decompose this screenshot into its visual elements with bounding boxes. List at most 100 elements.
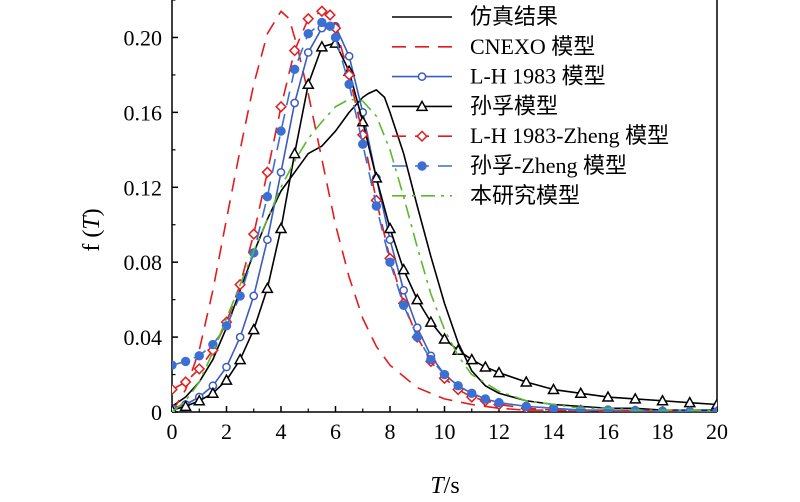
data-point [263,235,272,245]
data-point [194,351,204,361]
legend-label: 孙孚模型 [470,93,558,118]
legend-marker [416,130,428,143]
x-tick-label: 2 [221,419,232,444]
data-point [410,293,424,305]
data-point [303,48,313,57]
series-line [172,42,717,411]
series-3 [172,21,717,412]
x-tick-label: 16 [597,419,619,444]
series-line [172,89,717,411]
data-point [276,167,286,177]
data-point [453,381,463,391]
data-point [547,382,560,395]
x-tick-label: 4 [276,419,287,444]
y-tick-label: 0 [151,400,162,425]
series-line [172,10,717,412]
series-5 [172,5,717,412]
data-point [275,100,287,113]
data-point [628,392,642,404]
data-point [180,356,191,367]
data-point [193,363,206,375]
data-point [303,29,313,39]
data-point [222,362,231,372]
x-tick-label: 18 [652,419,674,444]
data-point [494,397,504,408]
data-point [603,405,613,412]
x-tick-label: 14 [543,419,565,444]
data-point [601,390,615,402]
series-4 [172,36,717,412]
data-point [290,98,299,108]
data-point [288,44,301,57]
data-point [172,360,177,370]
legend-marker [417,72,427,81]
data-point [233,353,247,365]
data-point [262,191,273,202]
data-point [397,263,410,275]
data-point [235,291,245,301]
x-tick-label: 10 [434,419,456,444]
data-point [317,17,327,28]
series-6 [172,17,717,412]
data-point [521,401,531,412]
data-point [467,388,477,398]
data-point [221,321,232,331]
x-tick-label: 0 [167,419,178,444]
data-point [289,64,300,74]
data-point [247,323,261,335]
data-point [657,406,668,412]
data-point [192,394,206,406]
data-point [439,369,450,380]
data-point [385,257,395,267]
data-point [465,353,479,365]
x-tick-label: 6 [330,419,341,444]
data-point [207,344,219,357]
legend-label: 本研究模型 [470,183,580,208]
x-axis-title: T/s [430,473,459,499]
data-point [316,5,328,18]
data-point [426,354,436,365]
y-axis-ticks: 0 0.04 0.08 0.12 0.16 0.20 [124,0,178,425]
data-point [383,221,397,234]
data-point [206,386,220,399]
data-point [325,21,335,31]
x-tick-label: 12 [488,419,510,444]
legend-label: 仿真结果 [470,4,558,29]
data-point [172,383,178,396]
data-point [710,397,717,410]
legend-item: 本研究模型 [392,183,580,208]
data-point [370,171,383,183]
data-point [519,375,533,387]
series-line [172,25,717,412]
legend-item: 孙孚模型 [392,93,558,118]
y-tick-label: 0.16 [124,100,163,125]
data-point [274,221,288,234]
legend-item: 仿真结果 [392,4,558,29]
series-line [172,21,717,412]
data-point [371,201,382,211]
series-2 [172,10,717,412]
legend-label: L-H 1983 模型 [470,64,606,89]
y-tick-label: 0.08 [124,250,163,275]
data-point [656,394,669,406]
data-point [179,376,192,388]
y-axis-title: f (T) [79,208,105,251]
data-point [424,315,438,327]
data-point [479,360,492,372]
data-point [220,373,233,385]
series-group [172,5,717,412]
data-point [412,332,422,342]
data-point [247,228,260,240]
series-line [172,10,717,412]
data-point [344,79,354,89]
legend-item: L-H 1983-Zheng 模型 [392,123,669,148]
data-point [261,281,274,294]
data-point [399,285,408,295]
data-point [330,32,341,43]
data-point [398,300,409,310]
data-point [480,394,491,404]
data-point [324,9,336,21]
data-point [301,77,315,90]
data-point [574,386,588,399]
